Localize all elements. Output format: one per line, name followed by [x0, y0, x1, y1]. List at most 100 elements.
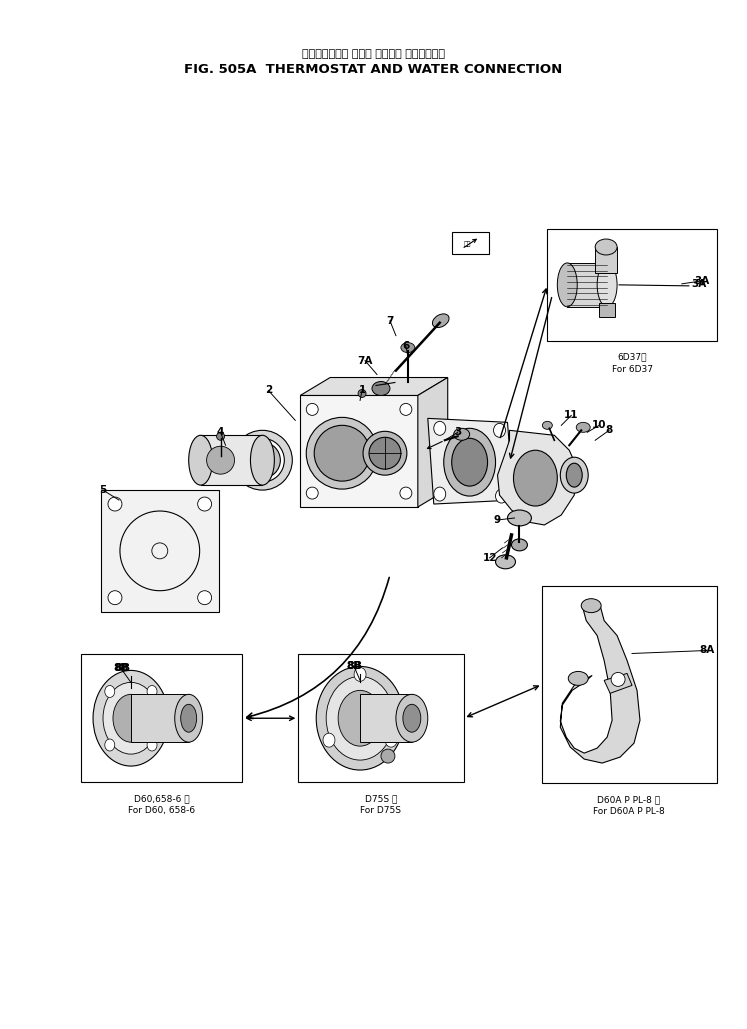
Ellipse shape: [93, 671, 169, 766]
Ellipse shape: [108, 591, 122, 605]
Bar: [81, 654, 243, 782]
Text: 8B: 8B: [346, 662, 362, 672]
Text: 3: 3: [454, 427, 462, 437]
Ellipse shape: [400, 487, 412, 499]
Ellipse shape: [198, 591, 211, 605]
Ellipse shape: [452, 438, 488, 486]
Polygon shape: [560, 606, 640, 764]
Text: 1: 1: [359, 386, 366, 395]
Text: 10: 10: [592, 420, 607, 430]
Bar: [101, 490, 219, 611]
Ellipse shape: [385, 734, 397, 747]
Ellipse shape: [542, 421, 552, 429]
Polygon shape: [498, 430, 577, 525]
Ellipse shape: [316, 667, 404, 770]
Ellipse shape: [113, 695, 149, 742]
Text: 6: 6: [402, 341, 409, 351]
Text: 8A: 8A: [699, 645, 714, 655]
Ellipse shape: [566, 463, 582, 487]
Ellipse shape: [252, 451, 273, 470]
Ellipse shape: [363, 431, 407, 475]
Bar: [360, 695, 412, 742]
Ellipse shape: [338, 690, 382, 746]
Ellipse shape: [581, 599, 601, 612]
Ellipse shape: [306, 403, 318, 416]
Ellipse shape: [400, 403, 412, 416]
Ellipse shape: [560, 457, 588, 493]
Ellipse shape: [513, 451, 557, 506]
Ellipse shape: [306, 418, 378, 489]
Ellipse shape: [241, 438, 285, 483]
Ellipse shape: [147, 739, 157, 751]
Ellipse shape: [557, 263, 577, 307]
Bar: [542, 586, 716, 783]
Ellipse shape: [175, 695, 202, 742]
Ellipse shape: [314, 425, 370, 482]
Text: サーモスタット および ウォータ コネクション: サーモスタット および ウォータ コネクション: [302, 48, 445, 59]
Bar: [131, 695, 189, 742]
Ellipse shape: [232, 430, 292, 490]
Text: 9: 9: [494, 514, 501, 525]
Text: D75S 用: D75S 用: [365, 794, 397, 803]
Text: 8B: 8B: [114, 664, 128, 673]
Text: 5: 5: [99, 485, 107, 495]
Ellipse shape: [396, 695, 428, 742]
Ellipse shape: [597, 263, 617, 307]
Ellipse shape: [181, 704, 196, 733]
Ellipse shape: [512, 539, 527, 551]
Ellipse shape: [494, 423, 506, 437]
Ellipse shape: [434, 421, 446, 435]
Ellipse shape: [507, 510, 531, 526]
Text: 8: 8: [606, 425, 613, 435]
Text: FIG. 505A  THERMOSTAT AND WATER CONNECTION: FIG. 505A THERMOSTAT AND WATER CONNECTIO…: [185, 63, 562, 76]
Bar: [548, 229, 716, 341]
Bar: [201, 435, 262, 485]
Ellipse shape: [495, 489, 507, 503]
Ellipse shape: [198, 497, 211, 511]
Text: 7: 7: [386, 316, 394, 326]
Ellipse shape: [105, 739, 115, 751]
Bar: [599, 303, 615, 317]
Text: 2: 2: [264, 386, 272, 395]
Ellipse shape: [354, 668, 366, 681]
Ellipse shape: [189, 435, 213, 485]
Text: 前方: 前方: [464, 241, 471, 247]
Text: D60A P PL-8 用: D60A P PL-8 用: [598, 795, 660, 804]
Ellipse shape: [250, 435, 274, 485]
Text: 8B: 8B: [115, 664, 131, 673]
Text: For D75S: For D75S: [361, 806, 401, 815]
Ellipse shape: [207, 447, 235, 474]
Ellipse shape: [381, 749, 395, 764]
Text: 12: 12: [483, 553, 497, 563]
Text: For D60A P PL-8: For D60A P PL-8: [593, 807, 665, 816]
Bar: [567, 263, 607, 307]
Ellipse shape: [326, 676, 394, 760]
Ellipse shape: [306, 487, 318, 499]
Ellipse shape: [444, 428, 495, 496]
Text: 11: 11: [564, 411, 578, 421]
Ellipse shape: [108, 497, 122, 511]
Text: For 6D37: For 6D37: [612, 364, 653, 374]
Text: 3A: 3A: [691, 279, 707, 289]
Text: D60,658-6 用: D60,658-6 用: [134, 794, 190, 803]
Polygon shape: [428, 419, 513, 504]
Ellipse shape: [495, 555, 515, 569]
Text: For D60, 658-6: For D60, 658-6: [128, 806, 196, 815]
Text: 6D37用: 6D37用: [617, 353, 647, 361]
Ellipse shape: [358, 389, 366, 397]
Bar: [595, 247, 617, 273]
Ellipse shape: [217, 432, 225, 440]
Ellipse shape: [453, 428, 470, 440]
Ellipse shape: [244, 442, 280, 478]
Polygon shape: [418, 378, 447, 507]
Bar: [298, 654, 464, 782]
Bar: [300, 395, 418, 507]
Ellipse shape: [323, 734, 335, 747]
Text: 3A: 3A: [694, 276, 710, 286]
Ellipse shape: [105, 685, 115, 698]
Ellipse shape: [372, 382, 390, 395]
Ellipse shape: [401, 343, 415, 353]
Bar: [452, 233, 489, 254]
Polygon shape: [300, 378, 447, 395]
Text: 7A: 7A: [357, 356, 373, 365]
